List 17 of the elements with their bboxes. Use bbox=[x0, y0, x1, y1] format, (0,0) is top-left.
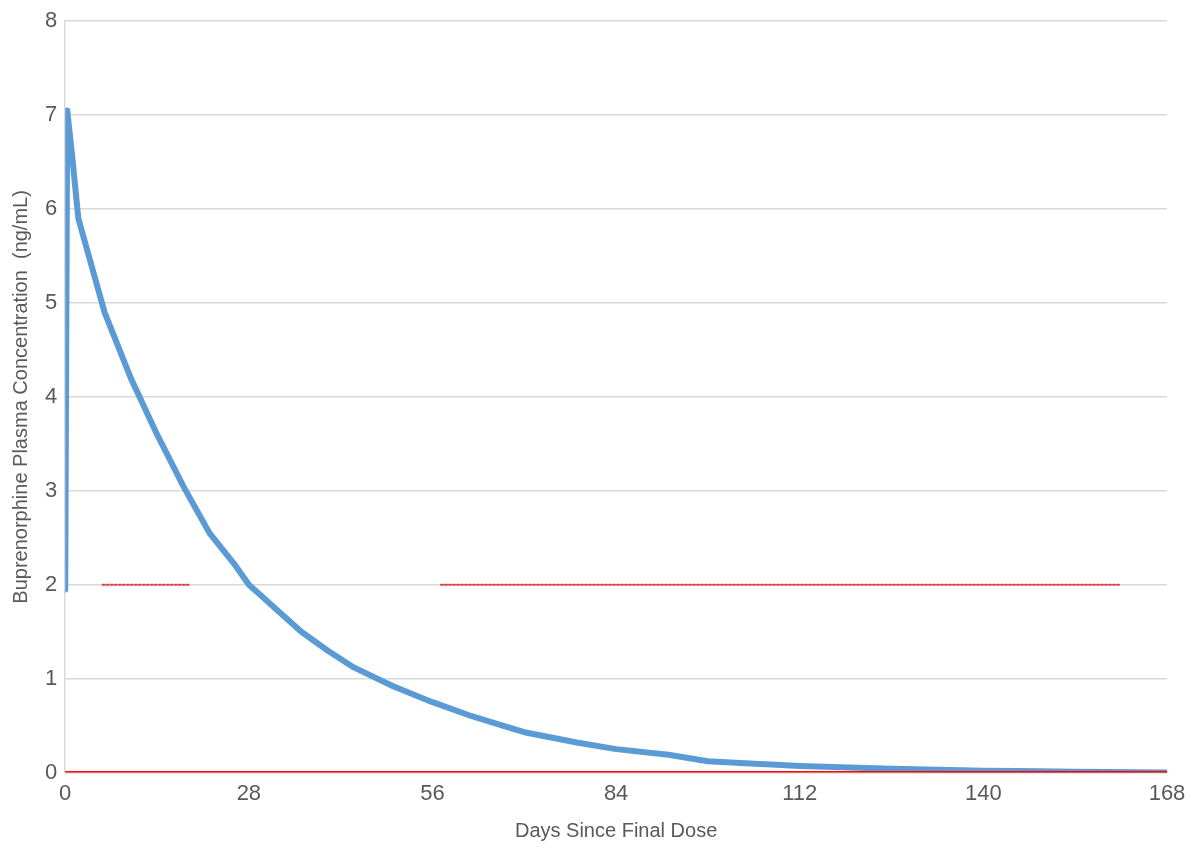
x-tick-label: 168 bbox=[1148, 779, 1186, 805]
x-tick-label: 84 bbox=[603, 779, 629, 805]
x-tick-label: 28 bbox=[236, 779, 262, 805]
x-axis-title: Days Since Final Dose bbox=[514, 818, 718, 841]
y-tick-label: 7 bbox=[44, 101, 58, 127]
x-tick-label: 140 bbox=[965, 779, 1002, 805]
y-tick-label: 6 bbox=[44, 195, 58, 221]
y-tick-label: 8 bbox=[44, 7, 58, 33]
x-tick-label: 112 bbox=[782, 779, 818, 805]
y-tick-label: 3 bbox=[44, 476, 58, 502]
y-tick-label: 4 bbox=[44, 382, 58, 408]
x-tick-label: 56 bbox=[420, 779, 445, 805]
y-tick-label: 1 bbox=[44, 664, 58, 690]
y-tick-label: 5 bbox=[44, 289, 58, 315]
y-tick-label: 0 bbox=[44, 758, 58, 784]
y-tick-label: 2 bbox=[44, 570, 58, 596]
y-axis-title: Buprenorphine Plasma Concentration (ng/mL) bbox=[8, 190, 31, 604]
